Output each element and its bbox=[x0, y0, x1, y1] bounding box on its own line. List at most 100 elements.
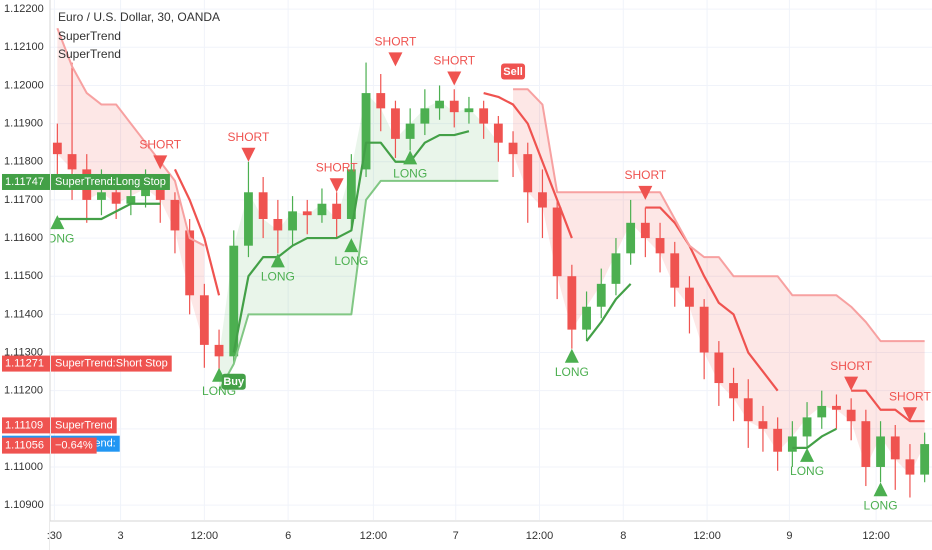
y-tick-label: 1.12100 bbox=[4, 41, 44, 53]
signals: LONG SHORT LONG SHORT LONG SHORT LONG SHORT LONG… bbox=[40, 35, 931, 513]
time-axis-bg bbox=[50, 521, 932, 550]
long-arrow bbox=[873, 482, 888, 497]
price-tag-text: SuperTrend bbox=[55, 419, 113, 431]
y-tick-label: 1.12000 bbox=[4, 79, 44, 91]
badge bbox=[501, 63, 526, 80]
candle-body bbox=[317, 203, 327, 216]
y-tick-label: 1.11400 bbox=[4, 308, 43, 320]
candle-body bbox=[846, 409, 856, 422]
candle-body bbox=[582, 306, 591, 330]
badge-label: Buy bbox=[223, 376, 245, 388]
candle-body bbox=[141, 188, 150, 197]
long-arrow bbox=[344, 238, 359, 253]
price-tags: 1.11747 SuperTrend:Long Stop 1.11271 SuperT… bbox=[2, 173, 172, 454]
price-tag-text: SuperTrend:Long Stop bbox=[55, 176, 166, 188]
x-tick-label: :30 bbox=[47, 530, 62, 542]
chart-title: Euro / U.S. Dollar, 30, OANDA bbox=[58, 10, 220, 24]
candle-body bbox=[302, 211, 312, 216]
candle-body bbox=[273, 218, 283, 231]
supertrend-line bbox=[173, 92, 925, 423]
signal-label: SHORT bbox=[433, 54, 475, 68]
candle-body bbox=[832, 405, 841, 410]
band-fill bbox=[219, 93, 499, 391]
price-tag bbox=[2, 173, 50, 190]
candle-body bbox=[626, 222, 636, 254]
signal-label: SHORT bbox=[830, 359, 872, 373]
y-tick-label: 1.11600 bbox=[4, 232, 43, 244]
candle-body bbox=[479, 108, 489, 124]
signal-label: LONG bbox=[864, 498, 898, 512]
signal-label: LONG bbox=[790, 464, 824, 478]
x-tick-label: 3 bbox=[117, 530, 123, 542]
lines bbox=[56, 27, 925, 449]
candle-body bbox=[155, 188, 165, 200]
candle-body bbox=[493, 123, 503, 143]
candle-body bbox=[699, 306, 709, 353]
signal-label: SHORT bbox=[375, 35, 417, 49]
price-tag-label: 1.11747 bbox=[5, 176, 44, 188]
candle-body bbox=[52, 142, 62, 155]
signal-label: SHORT bbox=[139, 138, 181, 152]
y-tick-label: 1.11300 bbox=[4, 346, 43, 358]
candle-body bbox=[111, 192, 121, 204]
short-arrow bbox=[153, 155, 168, 170]
candle-body bbox=[332, 203, 342, 219]
price-tag-text-bg bbox=[51, 437, 97, 454]
badge-label: Sell bbox=[503, 66, 523, 78]
price-tag-text-bg bbox=[51, 173, 170, 190]
candle-body bbox=[67, 154, 77, 170]
price-tag bbox=[2, 437, 50, 454]
candle-body bbox=[449, 100, 459, 113]
signal-label: SHORT bbox=[624, 168, 666, 182]
y-tick-label: 1.11900 bbox=[4, 118, 43, 130]
candle-body bbox=[214, 344, 224, 357]
x-tick-label: 6 bbox=[285, 530, 291, 542]
candle-body bbox=[523, 154, 533, 193]
y-tick-label: 1.11500 bbox=[4, 270, 43, 282]
candle-body bbox=[655, 238, 665, 254]
candle-body bbox=[817, 405, 827, 418]
x-tick-label: 12:00 bbox=[191, 530, 219, 542]
candle-body bbox=[391, 108, 400, 139]
candle-body bbox=[758, 421, 768, 429]
long-arrow bbox=[800, 447, 815, 462]
long-arrow bbox=[50, 215, 65, 230]
y-tick-label: 1.10900 bbox=[4, 499, 44, 511]
short-arrow bbox=[388, 52, 403, 67]
candle-body bbox=[435, 100, 444, 109]
band-fill bbox=[513, 89, 925, 475]
candle-body bbox=[729, 383, 738, 399]
candle-body bbox=[420, 108, 430, 124]
candles bbox=[52, 62, 930, 498]
price-axis-bg bbox=[0, 0, 50, 550]
short-arrow bbox=[844, 376, 859, 391]
y-tick-label: 1.11800 bbox=[4, 156, 43, 168]
candle-body bbox=[170, 199, 180, 231]
x-tick-label: 9 bbox=[786, 530, 792, 542]
y-tick-label: 1.11700 bbox=[4, 194, 43, 206]
candle-body bbox=[876, 436, 885, 467]
short-arrow bbox=[447, 71, 462, 86]
candle-body bbox=[258, 192, 268, 219]
candle-body bbox=[288, 211, 297, 231]
price-tag-text-bg bbox=[51, 355, 172, 372]
y-tick-label: 1.11000 bbox=[4, 461, 43, 473]
candle-body bbox=[552, 207, 562, 277]
candle-body bbox=[685, 287, 694, 307]
x-tick-label: 12:00 bbox=[360, 530, 388, 542]
price-tag-text: SuperTrend:Short Stop bbox=[55, 357, 168, 369]
candle-body bbox=[464, 108, 474, 113]
long-arrow bbox=[403, 150, 418, 165]
candle-body bbox=[640, 222, 650, 239]
candle-body bbox=[199, 295, 209, 345]
candle-body bbox=[346, 169, 356, 219]
x-tick-label: 12:00 bbox=[526, 530, 554, 542]
price-tag-text: −0.64% bbox=[55, 440, 93, 452]
long-arrow bbox=[564, 348, 579, 363]
candle-body bbox=[743, 398, 753, 422]
grid bbox=[50, 0, 932, 520]
short-arrow bbox=[902, 407, 917, 422]
signal-label: SHORT bbox=[889, 389, 931, 403]
